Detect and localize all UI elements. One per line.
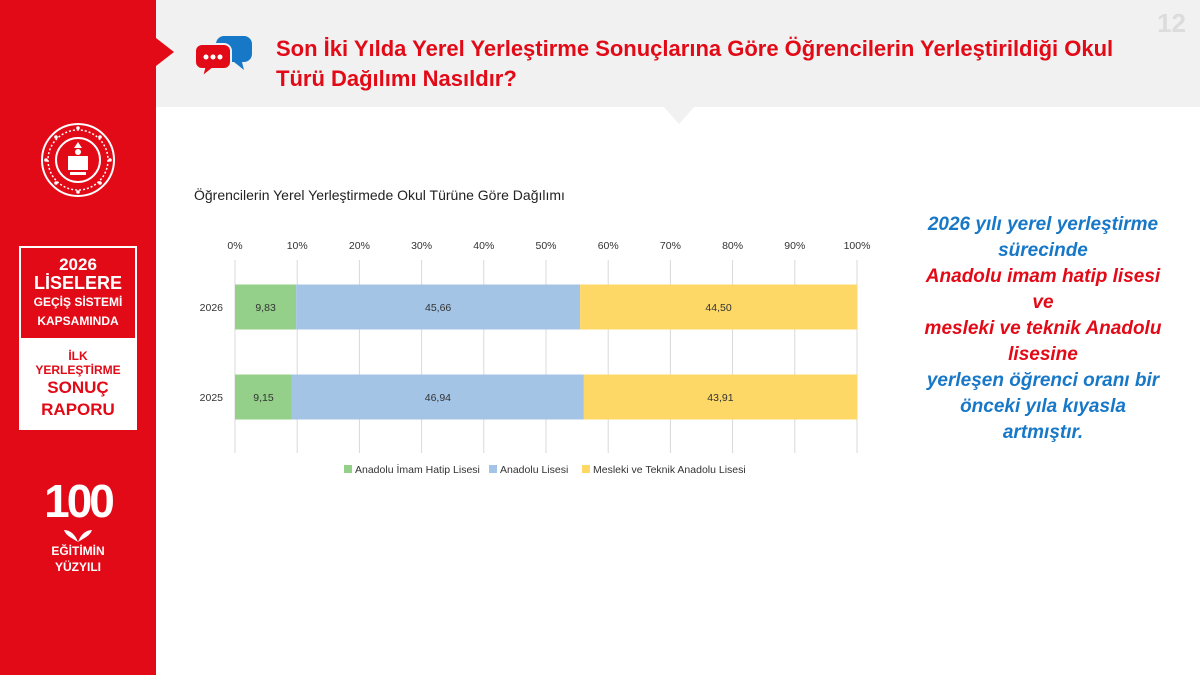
logo-line: EĞİTİMİN xyxy=(51,544,105,558)
summary-text: 2026 yılı yerel yerleştirme sürecinde An… xyxy=(920,212,1166,446)
y-category-label: 2025 xyxy=(200,392,224,404)
data-label: 46,94 xyxy=(425,392,451,404)
legend-label: Anadolu İmam Hatip Lisesi xyxy=(355,463,480,476)
leaf-icon xyxy=(64,530,92,542)
chart-title: Öğrencilerin Yerel Yerleştirmede Okul Tü… xyxy=(194,187,565,203)
ministry-seal-icon xyxy=(41,123,115,197)
bar-segment xyxy=(296,284,581,330)
legend-swatch xyxy=(582,465,590,473)
summary-line: yerleşen öğrenci oranı bir önceki yıla k… xyxy=(926,370,1160,443)
legend-swatch xyxy=(344,465,352,473)
stacked-bar-chart: 0% 10% 20% 30% 40% 50% 60% 70% 80% 90% 100% 2026 9,8… xyxy=(200,240,871,476)
report-badge-top xyxy=(19,246,137,340)
page-number: 12 xyxy=(1157,8,1186,38)
report-line: SONUÇ xyxy=(47,378,109,397)
x-tick-label: 20% xyxy=(349,240,370,252)
bar-segment xyxy=(583,374,857,420)
speech-bubbles-icon xyxy=(194,36,252,78)
legend-swatch xyxy=(489,465,497,473)
century-of-education-logo: 100 EĞİTİMİN YÜZYILI xyxy=(36,478,120,578)
x-tick-label: 50% xyxy=(535,240,556,252)
header-notch xyxy=(156,38,174,66)
bar-segment xyxy=(291,374,584,420)
data-label: 43,91 xyxy=(707,392,733,404)
legend-label: Anadolu Lisesi xyxy=(500,464,568,476)
logo-line: YÜZYILI xyxy=(54,560,101,574)
legend-label: Mesleki ve Teknik Anadolu Lisesi xyxy=(593,464,746,476)
report-year: 2026 xyxy=(59,255,97,274)
report-badge: 2026 LİSELERE GEÇİŞ SİSTEMİ KAPSAMINDA İ… xyxy=(19,246,137,430)
data-label: 9,15 xyxy=(253,392,274,404)
header-pointer xyxy=(663,106,695,124)
report-line: İLK xyxy=(68,349,88,363)
x-tick-label: 10% xyxy=(287,240,308,252)
report-line: YERLEŞTİRME xyxy=(35,363,121,377)
y-category-label: 2026 xyxy=(200,302,224,314)
data-label: 44,50 xyxy=(705,302,731,314)
summary-line: ve xyxy=(1032,292,1054,313)
summary-line: mesleki ve teknik Anadolu lisesine xyxy=(924,318,1162,365)
summary-line: 2026 yılı yerel yerleştirme sürecinde xyxy=(927,214,1159,261)
report-badge-bottom xyxy=(19,339,137,430)
report-line: LİSELERE xyxy=(33,273,122,293)
logo-number: 100 xyxy=(44,475,115,527)
bar-segment xyxy=(235,284,297,330)
x-tick-label: 30% xyxy=(411,240,432,252)
bar-segment xyxy=(235,374,292,420)
x-tick-label: 90% xyxy=(784,240,805,252)
data-label: 45,66 xyxy=(425,302,451,314)
report-line: GEÇİŞ SİSTEMİ xyxy=(33,295,123,309)
data-label: 9,83 xyxy=(255,302,276,314)
x-tick-label: 80% xyxy=(722,240,743,252)
report-line: KAPSAMINDA xyxy=(37,314,119,328)
page-title: Son İki Yılda Yerel Yerleştirme Sonuçlar… xyxy=(276,36,1114,91)
header-bar xyxy=(156,0,1200,107)
summary-line: Anadolu imam hatip lisesi xyxy=(925,266,1161,287)
x-tick-label: 100% xyxy=(844,240,871,252)
report-line: RAPORU xyxy=(41,400,115,419)
x-tick-label: 40% xyxy=(473,240,494,252)
x-tick-label: 70% xyxy=(660,240,681,252)
x-tick-label: 60% xyxy=(598,240,619,252)
bar-segment xyxy=(580,284,857,330)
x-tick-label: 0% xyxy=(227,240,242,252)
